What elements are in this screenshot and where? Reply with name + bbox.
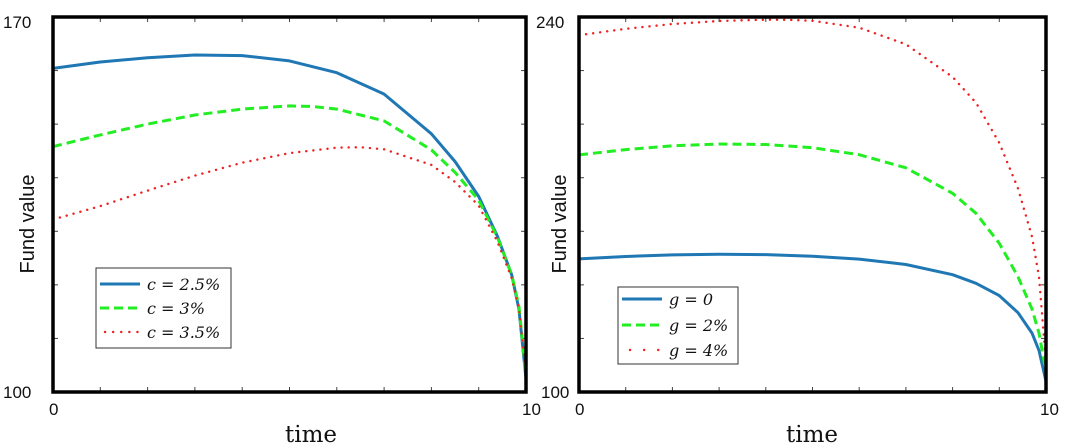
left-legend-label-3: c = 3.5% [147,323,220,342]
left-ytick-max: 170 [3,13,31,32]
series-line-g-2 [578,142,1048,373]
series-line-c-2-5 [52,53,528,379]
left-plot-frame [51,15,528,394]
left-ytick-min: 100 [3,383,31,402]
left-legend: c = 2.5% c = 3% c = 3.5% [95,267,232,349]
left-xlabel: time [285,422,337,447]
right-ytick-min: 100 [541,383,569,402]
left-legend-label-1: c = 2.5% [147,275,220,294]
series-line-c-3 [52,104,528,377]
right-legend: g = 0 g = 2% g = 4% [617,286,739,365]
right-chart: 240 100 0 10 Fund value time g = 0 g = 2… [536,13,1059,447]
right-legend-label-2: g = 2% [669,316,728,335]
right-xtick-min: 0 [575,400,584,419]
left-chart: 170 100 0 10 Fund value time c = 2.5% c … [3,13,541,447]
right-xtick-max: 10 [1040,400,1059,419]
right-ylabel: Fund value [549,175,571,274]
series-line-g-4 [577,18,1048,364]
left-legend-label-2: c = 3% [147,299,205,318]
right-xlabel: time [786,422,838,447]
left-ylabel: Fund value [17,175,39,274]
right-series-lines [577,18,1048,382]
right-plot-frame [577,15,1048,394]
left-xtick-max: 10 [522,400,541,419]
right-legend-label-3: g = 4% [669,341,728,360]
right-ytick-max: 240 [536,13,564,32]
left-series-lines [51,53,528,379]
right-legend-label-1: g = 0 [669,290,713,309]
left-xtick-min: 0 [49,400,58,419]
series-line-g-0 [578,252,1048,382]
